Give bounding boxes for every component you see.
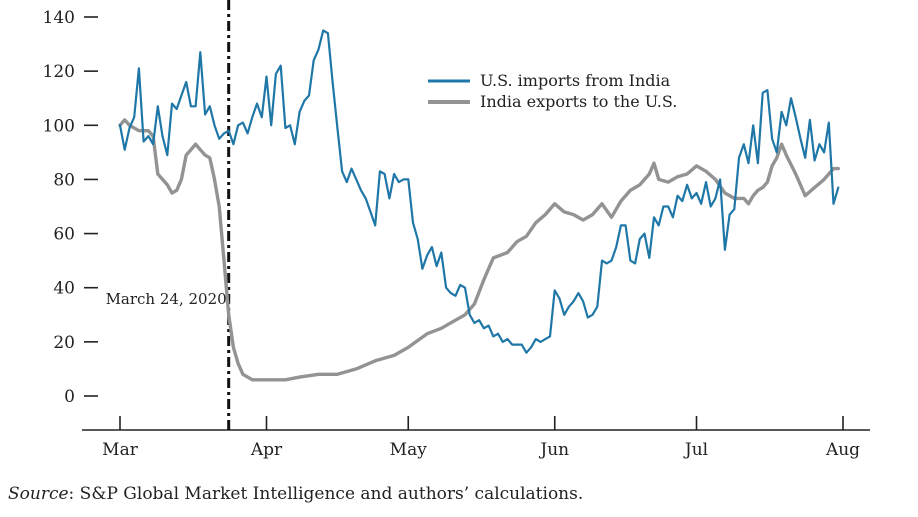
source-note: Source: S&P Global Market Intelligence a… bbox=[8, 484, 583, 504]
line-chart: 0 20 40 60 80 100 120 140 Mar Apr May Jun Jul Aug Ma… bbox=[43, 0, 870, 460]
x-tick-label: Apr bbox=[250, 440, 283, 460]
legend-label-2: India exports to the U.S. bbox=[480, 92, 677, 111]
y-tick-label: 20 bbox=[53, 333, 75, 353]
annotation-label: March 24, 2020 bbox=[106, 290, 227, 308]
x-axis: Mar Apr May Jun Jul Aug bbox=[82, 416, 870, 460]
source-text: : S&P Global Market Intelligence and aut… bbox=[68, 484, 584, 504]
series-group bbox=[118, 29, 840, 382]
legend-label-1: U.S. imports from India bbox=[480, 71, 671, 90]
y-tick-label: 60 bbox=[53, 225, 75, 245]
source-prefix: Source bbox=[8, 484, 69, 504]
y-tick-label: 40 bbox=[53, 279, 75, 299]
annotation-group: March 24, 2020 bbox=[106, 0, 231, 430]
y-tick-label: 120 bbox=[43, 62, 75, 82]
y-tick-label: 0 bbox=[64, 387, 75, 407]
series-line-2 bbox=[118, 118, 840, 382]
y-axis: 0 20 40 60 80 100 120 140 bbox=[43, 8, 98, 407]
x-tick-label: Mar bbox=[102, 440, 139, 460]
y-tick-label: 100 bbox=[43, 116, 75, 136]
y-tick-label: 140 bbox=[43, 8, 75, 28]
x-tick-label: Aug bbox=[825, 440, 860, 460]
series-line-1 bbox=[118, 29, 840, 354]
legend: U.S. imports from India India exports to … bbox=[428, 71, 677, 111]
x-tick-label: Jul bbox=[683, 440, 708, 460]
x-tick-label: May bbox=[390, 440, 428, 460]
x-tick-label: Jun bbox=[538, 440, 569, 460]
y-tick-label: 80 bbox=[53, 170, 75, 190]
